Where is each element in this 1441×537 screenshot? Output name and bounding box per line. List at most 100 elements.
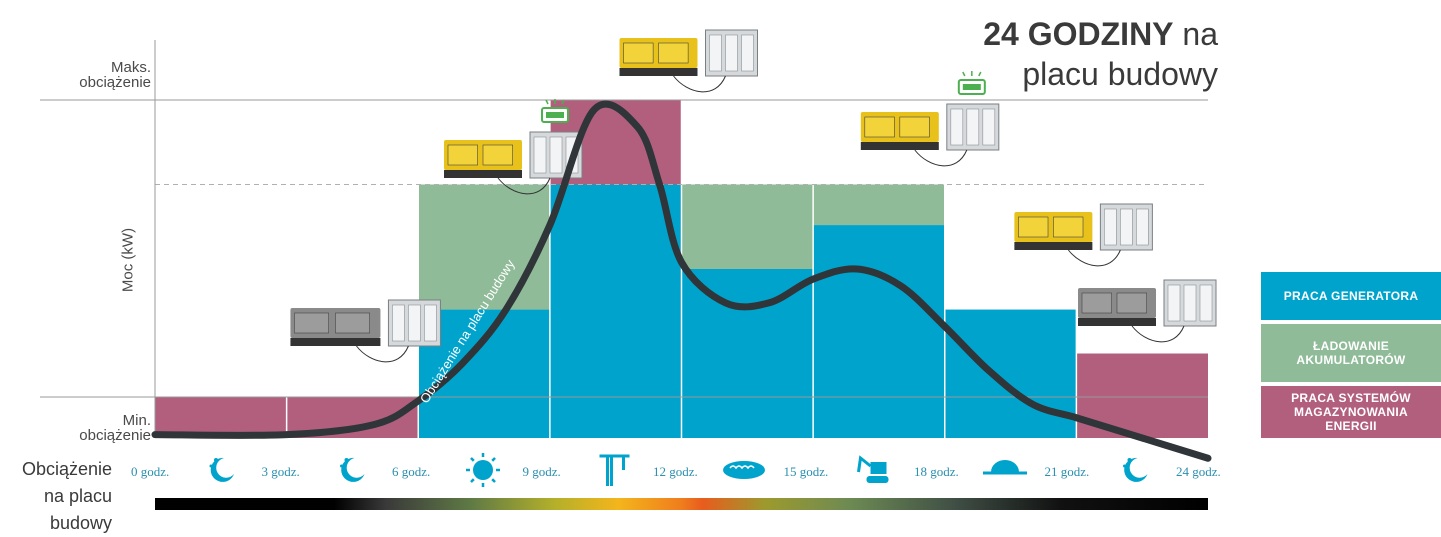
storage-rack-1-1: [549, 136, 563, 174]
generator-base-2: [619, 68, 698, 76]
moon-shape-1: [341, 457, 365, 482]
generator-base-5: [1078, 318, 1156, 326]
storage-rack-3-0: [950, 108, 964, 146]
title-bold: 24 GODZINY: [983, 16, 1174, 52]
max-load-label-line2: obciążenie: [79, 74, 151, 91]
sunset-sun-6: [991, 460, 1019, 472]
moon-stars-icon-1: [340, 457, 365, 482]
storage-rack-5-2: [1199, 284, 1213, 322]
generator-panel-b-1: [482, 144, 513, 166]
storage-rack-3-2: [982, 108, 996, 146]
crane-shape-3: [599, 454, 630, 486]
generator-base-1: [444, 170, 522, 178]
bar-charging-2: [418, 184, 550, 310]
max-load-label-line1: Maks.: [110, 59, 151, 76]
generator-panel-b-0: [335, 312, 370, 334]
battery-spark-1: [545, 99, 565, 105]
x-lead-line2: na placu: [43, 486, 112, 506]
max-load-label: Maks. obciążenie: [40, 60, 151, 90]
chart-title: 24 GODZINY na placu budowy: [983, 14, 1218, 94]
star-a-1: [344, 458, 349, 462]
generator-base-4: [1014, 242, 1093, 250]
storage-rack-5-0: [1167, 284, 1181, 322]
excavator-arm-5: [857, 455, 872, 473]
equipment-group-1: [444, 99, 583, 195]
moon-stars-icon-0: [209, 457, 234, 482]
sandwich-detail-4: [729, 465, 755, 470]
generator-panel-a-5: [1081, 292, 1112, 314]
generator-panel-a-1: [447, 144, 478, 166]
legend-charging-label: ŁADOWANIE AKUMULATORÓW: [1296, 339, 1406, 367]
bar-generator-5: [813, 225, 945, 438]
x-tick-8: 24 godz.: [1176, 464, 1221, 479]
generator-panel-a-2: [623, 42, 654, 64]
storage-rack-4-1: [1120, 208, 1133, 246]
generator-panel-a-3: [864, 116, 895, 138]
grid-layer: [40, 40, 1208, 438]
bar-generator-3: [549, 184, 682, 438]
x-lead-line1: Obciążenie: [21, 459, 112, 479]
cable-3: [914, 149, 968, 167]
cable-2: [673, 75, 726, 93]
excavator-icon-5: [857, 455, 889, 483]
bar-generator-6: [944, 309, 1077, 438]
generator-panel-b-4: [1053, 216, 1084, 238]
title-rest: na: [1173, 16, 1218, 52]
star-b-0: [209, 464, 213, 468]
storage-rack-1-0: [533, 136, 547, 174]
x-tick-7: 21 godz.: [1045, 464, 1090, 479]
min-load-label-line2: obciążenie: [79, 427, 151, 444]
moon-stars-icon-7: [1123, 457, 1148, 482]
x-tick-6: 18 godz.: [914, 464, 959, 479]
storage-rack-4-2: [1136, 208, 1149, 246]
star-a-7: [1127, 458, 1132, 462]
time-icons-layer: [209, 453, 1148, 487]
y-axis-label: Moc (kW): [119, 227, 137, 293]
equipment-group-5: [1078, 279, 1217, 343]
legend-charging: ŁADOWANIE AKUMULATORÓW: [1261, 324, 1441, 382]
sun-ray-2-5: [470, 457, 475, 462]
storage-rack-2-2: [741, 34, 754, 72]
generator-panel-b-2: [658, 42, 689, 64]
bar-generator-4: [681, 269, 814, 438]
storage-rack-4-0: [1104, 208, 1117, 246]
x-tick-5: 15 godz.: [784, 464, 829, 479]
equipment-layer: [290, 29, 1217, 363]
legend-generator: PRACA GENERATORA: [1261, 272, 1441, 320]
cable-0: [356, 345, 409, 363]
generator-base-3: [860, 142, 939, 150]
x-axis-lead-label: Obciążenie na placu budowy: [0, 456, 112, 537]
title-line2: placu budowy: [1022, 56, 1218, 92]
x-tick-0: 0 godz.: [131, 464, 169, 479]
bar-charging-5: [813, 184, 945, 226]
legend-storage: PRACA SYSTEMÓW MAGAZYNOWANIA ENERGII: [1261, 386, 1441, 438]
generator-panel-a-0: [294, 312, 329, 334]
storage-rack-0-1: [408, 304, 421, 342]
excavator-cab-5: [870, 462, 887, 474]
star-b-7: [1123, 464, 1126, 468]
sun-ray-2-3: [470, 478, 475, 483]
min-load-label: Min. obciążenie: [40, 413, 151, 443]
bar-charging-4: [681, 184, 814, 269]
sandwich-icon-4: [723, 461, 765, 479]
generator-base-0: [290, 338, 381, 346]
x-tick-4: 12 godz.: [653, 464, 698, 479]
sandwich-shape-4: [723, 461, 765, 479]
min-load-label-line1: Min.: [122, 412, 151, 429]
x-tick-1: 3 godz.: [262, 464, 300, 479]
equipment-group-0: [290, 299, 441, 363]
x-tick-labels: 0 godz. 3 godz. 6 godz. 9 godz. 12 godz. 15 g…: [131, 464, 1221, 479]
battery-fill-3: [962, 84, 981, 90]
cable-4: [1067, 249, 1121, 267]
sun-ray-2-1: [491, 478, 496, 483]
storage-rack-3-1: [966, 108, 980, 146]
storage-rack-2-1: [725, 34, 738, 72]
generator-panel-a-4: [1018, 216, 1049, 238]
load-curve: [151, 100, 1212, 462]
storage-rack-0-2: [424, 304, 437, 342]
storage-rack-5-1: [1183, 284, 1197, 322]
generator-panel-b-5: [1116, 292, 1147, 314]
storage-rack-0-0: [392, 304, 405, 342]
bars-layer: [155, 100, 1208, 438]
